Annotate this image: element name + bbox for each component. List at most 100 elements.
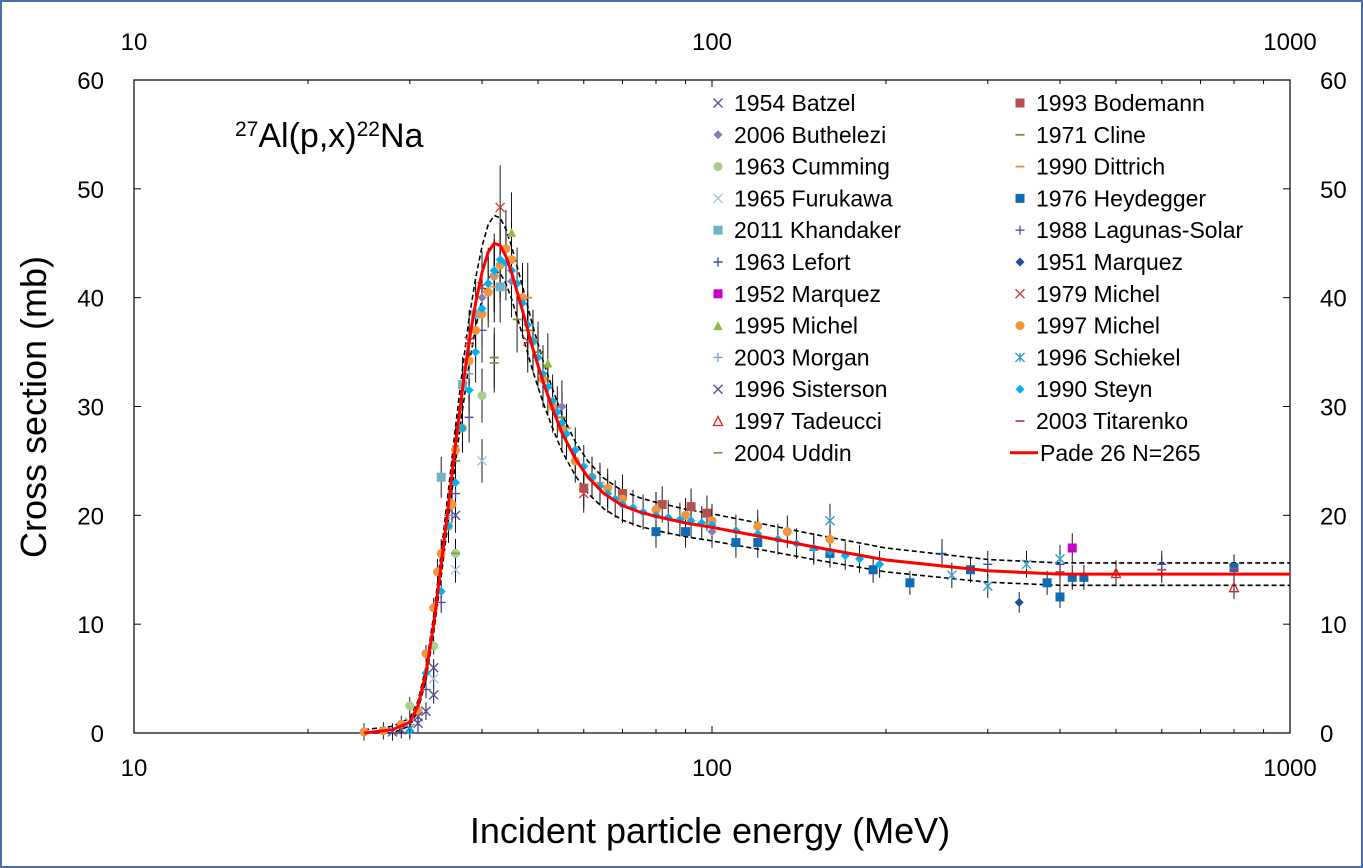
data-point [477,304,487,314]
y-tick-label-right: 10 [1320,612,1347,639]
data-point [617,489,627,499]
legend-marker [1015,257,1025,267]
plot-area [133,79,1291,734]
data-point [489,265,499,275]
data-point [753,521,763,531]
legend-label: 1951 Marquez [1036,249,1183,275]
x-tick-label-bottom: 10 [121,755,148,782]
legend-marker [1015,193,1025,203]
data-point [1229,563,1239,573]
data-point [617,494,627,504]
legend-label: 1990 Dittrich [1036,154,1165,180]
data-point [451,489,461,499]
y-tick-label-right: 0 [1320,721,1333,748]
data-point [495,255,505,265]
y-tick-label-right: 40 [1320,286,1347,313]
y-axis-title: Cross section (mb) [13,256,54,558]
legend-marker [713,193,723,204]
y-tick-label-right: 20 [1320,503,1347,530]
data-point [477,293,487,303]
y-tick-label-right: 60 [1320,68,1347,95]
legend-label: 1990 Steyn [1036,376,1152,402]
data-point [1042,578,1052,588]
data-point [451,478,461,488]
data-point [983,559,993,569]
data-point [657,499,667,509]
legend-label: 2006 Buthelezi [734,122,886,148]
legend-marker [1015,288,1025,299]
data-point [420,706,431,717]
data-point [1157,559,1167,569]
data-point [686,502,696,512]
legend-label: 2003 Morgan [734,344,870,370]
legend-marker [713,98,723,108]
legend-label: 2004 Uddin [734,440,852,466]
data-point [681,510,691,520]
data-point [483,287,493,297]
data-point [477,391,487,401]
x-tick-label-bottom: 1000 [1263,755,1316,782]
legend-label: 1997 Michel [1036,313,1160,339]
data-point [753,538,763,548]
data-point [483,279,493,289]
data-point [603,483,613,493]
data-point [651,527,661,537]
legend-marker [1015,352,1025,363]
legend-marker [1015,98,1025,108]
legend-label: 1996 Schiekel [1036,344,1181,370]
legend-label: 1993 Bodemann [1036,90,1205,116]
y-tick-label-left: 10 [77,612,104,639]
data-point [428,673,439,684]
fit-line [363,241,1290,735]
data-point [579,483,589,493]
legend-marker [713,352,723,362]
x-axis-title: Incident particle energy (MeV) [470,810,950,851]
data-point [1079,572,1089,582]
data-point [1021,559,1032,570]
data-point [471,325,481,335]
legend-marker [713,162,723,172]
data-point [1067,572,1077,582]
y-tick-label-left: 40 [77,286,104,313]
data-point [982,581,993,592]
data-point [702,508,712,518]
plot-border [133,79,1291,734]
y-tick-label-left: 20 [77,503,104,530]
legend-label: 1996 Sisterson [734,376,887,402]
legend-marker [1015,384,1025,394]
data-point [1067,543,1077,553]
legend-label: 1963 Lefort [734,249,851,275]
data-point [450,510,461,521]
y-tick-label-left: 60 [77,68,104,95]
y-tick-label-left: 30 [77,395,104,422]
legend-label: Pade 26 N=265 [1040,440,1201,466]
legend-marker [1015,321,1025,331]
data-point [405,701,415,711]
legend-marker [713,257,723,267]
data-point [868,565,878,575]
data-point [578,488,589,499]
data-point [428,662,439,673]
data-point [476,455,487,466]
data-point [946,570,957,581]
data-point [1055,592,1065,602]
data-point [543,358,553,368]
data-point [436,597,446,607]
legend-label: 1952 Marquez [734,281,881,307]
data-point [428,689,439,700]
legend-marker [712,415,724,427]
data-point [436,472,446,482]
data-point [471,309,481,319]
legend-marker [713,384,723,395]
data-point [557,402,567,411]
data-point [495,282,505,292]
data-point [464,385,474,395]
legend: 1954 Batzel 1993 Bodemann 2006 Buthelezi 19… [712,90,1243,466]
data-point [464,412,474,422]
x-tick-label-top: 100 [692,29,732,56]
data-point [628,503,638,513]
data-point [731,538,741,548]
legend-label: 2011 Khandaker [734,217,901,243]
data-point [1228,581,1240,593]
legend-label: 1988 Lagunas-Solar [1036,217,1243,243]
